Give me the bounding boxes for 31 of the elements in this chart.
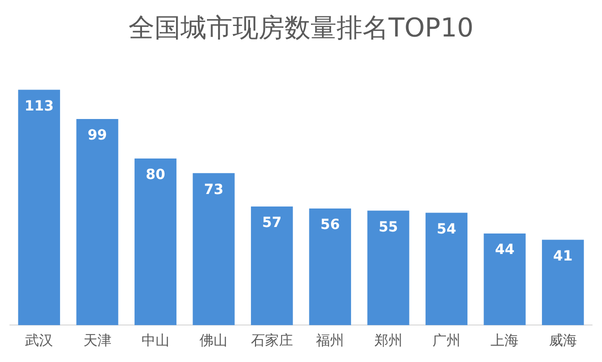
x-tick-label: 中山 [142,333,170,350]
x-tick-label: 武汉 [25,333,54,350]
chart-title: 全国城市现房数量排名TOP10 [128,13,474,44]
data-label: 44 [494,242,515,258]
data-label: 99 [88,128,108,144]
bar [134,158,176,326]
bar [18,90,60,326]
bar [192,173,235,326]
bar [309,208,352,326]
data-label: 73 [204,182,224,198]
bar [484,234,526,326]
x-tick-label: 上海 [490,333,519,350]
bar [367,210,410,326]
x-tick-label: 福州 [316,333,344,350]
data-label: 56 [320,217,340,234]
data-label: 57 [262,215,282,232]
data-label: 113 [24,98,54,114]
x-tick-label: 广州 [432,333,460,350]
x-tick-label: 石家庄 [250,333,293,350]
data-label: 54 [436,221,456,238]
x-tick-label: 威海 [548,333,577,350]
bar [426,212,468,326]
bar [250,206,293,326]
x-tick-label: 天津 [83,333,112,350]
data-label: 55 [378,219,398,236]
data-label: 41 [553,248,573,264]
data-label: 80 [146,167,166,184]
bar [542,240,584,326]
bar [76,118,118,326]
x-tick-label: 佛山 [200,333,228,350]
x-tick-label: 郑州 [374,333,402,350]
